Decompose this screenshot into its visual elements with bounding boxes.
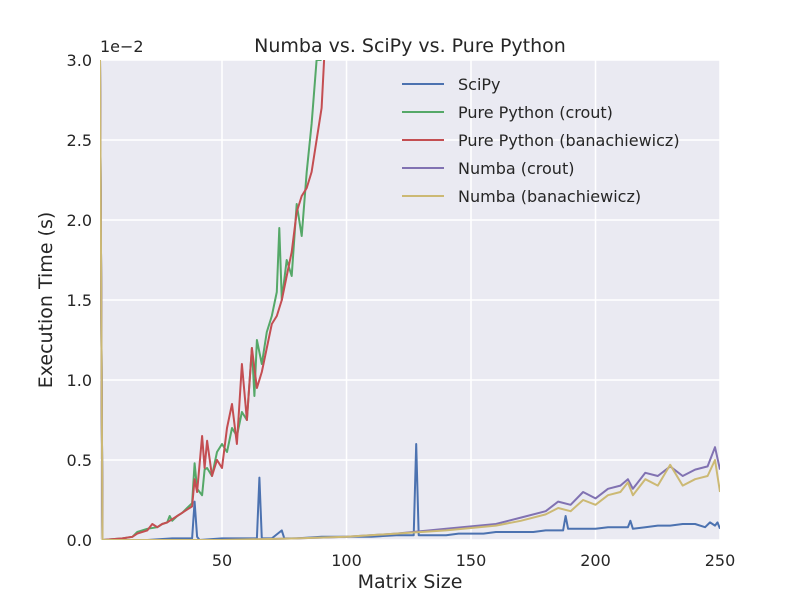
y-tick-label: 3.0 — [67, 51, 92, 70]
series-layer — [100, 60, 720, 540]
legend-label: Pure Python (banachiewicz) — [458, 131, 680, 150]
y-tick-label: 1.5 — [67, 291, 92, 310]
x-tick-label: 200 — [580, 551, 611, 570]
y-tick-label: 1.0 — [67, 371, 92, 390]
legend-label: Numba (banachiewicz) — [458, 187, 641, 206]
y-tick-label: 0.5 — [67, 451, 92, 470]
y-tick-label: 2.5 — [67, 131, 92, 150]
x-tick-label: 100 — [331, 551, 362, 570]
series-line — [100, 60, 326, 540]
y-tick-label: 2.0 — [67, 211, 92, 230]
legend-label: Numba (crout) — [458, 159, 574, 178]
legend-label: Pure Python (crout) — [458, 103, 613, 122]
x-axis-label: Matrix Size — [358, 571, 463, 593]
chart-title: Numba vs. SciPy vs. Pure Python — [254, 35, 566, 57]
x-tick-label: 250 — [705, 551, 736, 570]
legend: SciPy Pure Python (crout) Pure Python (ban… — [402, 75, 680, 206]
x-tick-label: 150 — [456, 551, 487, 570]
series-line — [100, 60, 720, 540]
y-axis-label: Execution Time (s) — [35, 212, 57, 389]
y-axis-offset-label: 1e−2 — [100, 37, 144, 56]
x-tick-label: 50 — [212, 551, 232, 570]
series-line — [100, 60, 720, 540]
y-tick-label: 0.0 — [67, 531, 92, 550]
legend-label: SciPy — [458, 75, 501, 94]
tick-labels: 50 100 150 200 250 0.0 0.5 1.0 1.5 2.0 2.5 3.0 — [67, 51, 736, 570]
